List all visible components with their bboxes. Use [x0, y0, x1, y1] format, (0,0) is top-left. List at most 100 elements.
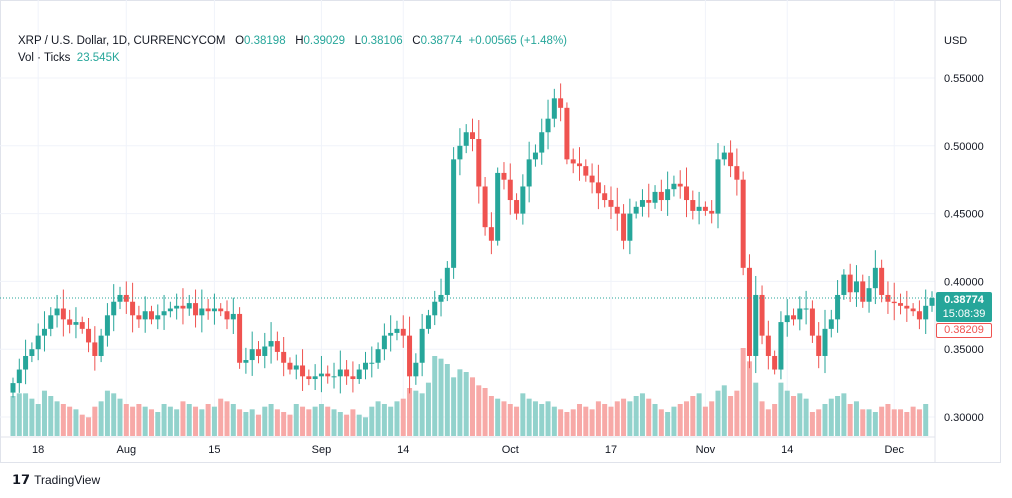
- candle-body: [111, 301, 117, 316]
- volume-bar: [916, 409, 922, 436]
- currency-label[interactable]: USD: [944, 35, 968, 47]
- candle-body: [193, 303, 199, 316]
- candle-body: [696, 206, 702, 211]
- candle-body: [388, 332, 394, 336]
- candle-body: [778, 322, 784, 370]
- volume-bar: [268, 404, 274, 436]
- candle-body: [104, 315, 110, 336]
- volume-bar: [67, 406, 73, 436]
- candle-body: [866, 288, 872, 302]
- candle-body: [665, 189, 671, 201]
- candle-body: [709, 210, 715, 214]
- volume-bar: [193, 406, 199, 436]
- low-value: 0.38106: [361, 35, 403, 47]
- candle-body: [249, 349, 255, 361]
- volume-bar: [551, 406, 557, 436]
- volume-bar: [482, 388, 488, 436]
- volume-bar: [746, 361, 752, 436]
- volume-bar: [803, 398, 809, 436]
- volume-bar: [130, 406, 136, 436]
- candle-body: [639, 200, 645, 207]
- candle-body: [369, 362, 375, 364]
- volume-bar: [104, 390, 110, 436]
- tradingview-icon: 𝟭𝟳: [12, 472, 31, 487]
- volume-bar: [199, 409, 205, 436]
- volume-bar: [608, 406, 614, 436]
- volume-bar: [54, 401, 60, 436]
- volume-bar: [923, 404, 929, 436]
- candle-body: [879, 267, 885, 295]
- x-tick-label: Sep: [312, 444, 332, 456]
- volume-bar: [451, 377, 457, 436]
- chart-frame: [0, 0, 1001, 463]
- close-value: 0.38774: [420, 35, 463, 47]
- volume-bar: [457, 369, 463, 436]
- volume-bar: [639, 393, 645, 436]
- candle-body: [23, 355, 29, 370]
- candle-body: [589, 175, 595, 183]
- volume-bar: [765, 409, 771, 436]
- volume-label[interactable]: Vol · Ticks: [18, 52, 71, 64]
- volume-bar: [41, 390, 47, 436]
- volume-bar: [369, 406, 375, 436]
- volume-bar: [696, 393, 702, 436]
- tradingview-logo[interactable]: 𝟭𝟳 TradingView: [12, 472, 100, 488]
- volume-bar: [514, 406, 520, 436]
- volume-bar: [476, 385, 482, 436]
- high-label: H: [295, 35, 304, 47]
- y-tick-label: 0.30000: [944, 412, 984, 424]
- volume-bar: [690, 396, 696, 436]
- volume-bar: [274, 409, 280, 436]
- candle-body: [860, 281, 866, 302]
- candle-body: [325, 373, 331, 377]
- symbol-legend: XRP / U.S. Dollar, 1D, CURRENCYCOM O0.38…: [18, 35, 567, 47]
- volume-bar: [835, 396, 841, 436]
- last-price-badge: 0.38774 15:08:39: [936, 292, 992, 322]
- candle-body: [520, 186, 526, 214]
- candle-body: [608, 200, 614, 207]
- candle-body: [218, 308, 224, 312]
- y-tick-label: 0.40000: [944, 276, 984, 288]
- volume-bar: [79, 414, 85, 436]
- volume-value: 23.545K: [76, 52, 120, 64]
- candle-body: [211, 308, 217, 312]
- volume-bar: [891, 409, 897, 436]
- volume-bar: [293, 404, 299, 436]
- candle-body: [375, 349, 381, 363]
- last-price: 0.38774: [944, 294, 984, 306]
- volume-bar: [73, 409, 79, 436]
- volume-bar: [136, 404, 142, 436]
- volume-bar: [16, 393, 22, 436]
- candle-body: [394, 328, 400, 333]
- volume-bar: [48, 396, 54, 436]
- candle-body: [10, 383, 16, 393]
- volume-bar: [828, 398, 834, 436]
- candle-body: [142, 311, 148, 320]
- symbol-title[interactable]: XRP / U.S. Dollar, 1D, CURRENCYCOM: [18, 35, 226, 47]
- volume-bar: [287, 414, 293, 436]
- volume-bar: [721, 385, 727, 436]
- candle-body: [482, 186, 488, 228]
- x-tick-label: 17: [605, 444, 617, 456]
- candle-body: [539, 132, 545, 153]
- volume-bar: [205, 404, 211, 436]
- volume-bar: [684, 401, 690, 436]
- candle-body: [923, 305, 929, 320]
- volume-bar: [123, 404, 129, 436]
- volume-bar: [652, 404, 658, 436]
- volume-bar: [262, 406, 268, 436]
- volume-bar: [646, 398, 652, 436]
- candle-body: [180, 305, 186, 309]
- volume-bar: [117, 398, 123, 436]
- candle-body: [621, 213, 627, 241]
- candle-body: [595, 182, 601, 194]
- volume-bar: [507, 404, 513, 436]
- volume-bar: [614, 401, 620, 436]
- candle-body: [646, 200, 652, 203]
- volume-bar: [822, 404, 828, 436]
- volume-bar: [312, 406, 318, 436]
- volume-bar: [570, 409, 576, 436]
- candle-body: [690, 200, 696, 211]
- candle-body: [904, 305, 910, 309]
